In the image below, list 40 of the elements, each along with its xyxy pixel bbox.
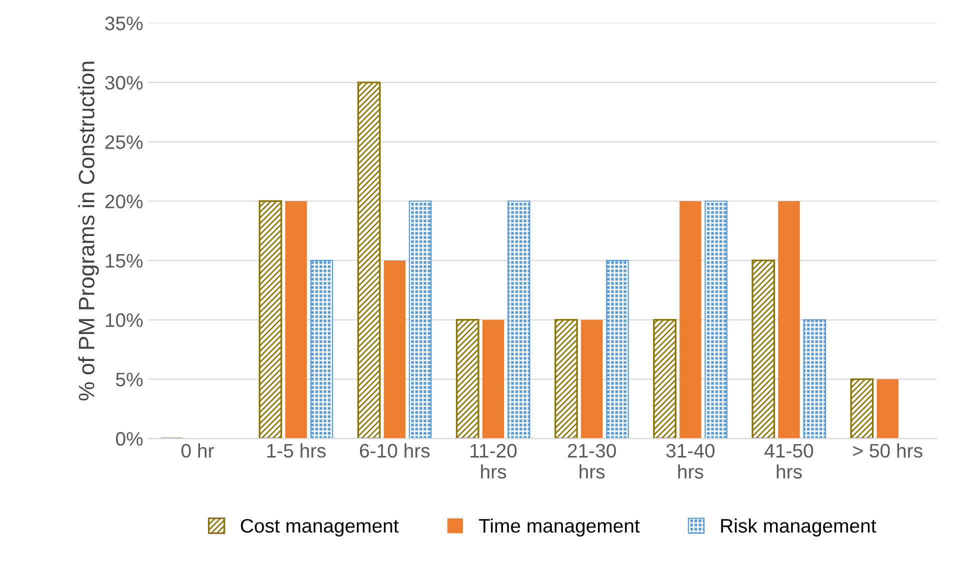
x-tick-label: > 50 hrs [853,443,922,458]
bar [778,201,800,439]
y-tick-label: 30% [105,76,143,90]
bar [653,318,676,439]
bar [507,200,530,439]
x-tick-label: 31-40 hrs [666,444,715,479]
y-axis-title: % of PM Programs in Construction [78,62,99,400]
bar [310,260,334,439]
bar [850,378,874,439]
bar [357,82,381,439]
y-tick-label: 35% [105,16,143,30]
bar [258,200,282,439]
bar [803,319,826,439]
legend-label: Cost management [240,518,399,537]
legend-label: Time management [478,518,640,537]
x-tick-label: 1-5 hrs [267,443,326,458]
bar [704,200,728,439]
legend-label: Risk management [721,518,876,537]
bar [482,320,504,439]
bar [752,260,776,439]
bar [680,201,702,439]
bar [285,201,307,439]
x-tick-label: 11-20 hrs [470,444,517,479]
y-tick-label: 0% [116,432,143,446]
x-tick-label: 21-30 hrs [568,444,616,479]
bar [580,320,603,439]
bar [408,200,432,439]
y-tick-label: 25% [105,135,143,150]
bar [554,318,578,439]
x-tick-label: 41-50 hrs [764,444,814,479]
y-tick-label: 5% [116,372,143,386]
x-tick-label: 0 hr [181,443,214,458]
bar [876,379,898,439]
bar [606,260,629,439]
bar [384,260,406,439]
bar [456,318,480,439]
x-tick-label: 6-10 hrs [360,443,430,458]
y-tick-label: 15% [106,254,143,268]
y-tick-label: 10% [106,313,143,328]
y-tick-label: 20% [105,194,143,208]
